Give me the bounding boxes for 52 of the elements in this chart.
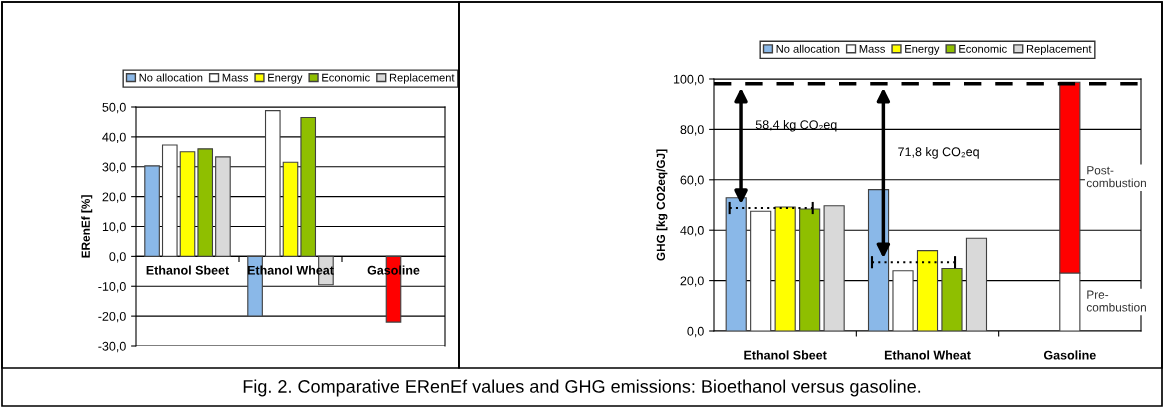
- x-tick-label: Ethanol Sbeet: [744, 350, 827, 360]
- y-tick-label: -30,0: [98, 341, 126, 353]
- bar: [823, 205, 845, 331]
- x-tick-label: Ethanol Wheat: [884, 350, 971, 360]
- y-tick-label: 20,0: [102, 192, 126, 203]
- y-tick-label: 20,0: [680, 276, 704, 287]
- bar: [916, 250, 939, 331]
- bar: [197, 148, 214, 257]
- bar: [892, 270, 914, 331]
- y-tick-label: 60,0: [680, 175, 704, 186]
- y-tick-label: 100,0: [673, 74, 704, 86]
- legend-label: Energy: [268, 73, 303, 84]
- y-tick-label: 30,0: [102, 162, 126, 173]
- y-tick-label: 50,0: [102, 102, 126, 114]
- y-tick-label: 80,0: [680, 125, 704, 136]
- annotation: 58,4 kg CO₂eq: [755, 119, 837, 132]
- y-tick-label: 0,0: [687, 326, 704, 338]
- legend-label: Replacement: [1026, 44, 1092, 55]
- series-label: Pre- combustion: [1086, 290, 1146, 312]
- bar: [799, 208, 821, 331]
- y-tick-label: 40,0: [102, 132, 126, 143]
- legend-label: No allocation: [139, 73, 203, 82]
- series-label: Post- combustion: [1086, 166, 1146, 188]
- legend-label: Economic: [959, 44, 1007, 53]
- bar: [750, 210, 772, 331]
- bar: [179, 151, 196, 257]
- y-tick-label: 10,0: [102, 222, 126, 233]
- bar: [215, 156, 231, 257]
- bar: [774, 206, 796, 331]
- annotation: 71,8 kg CO₂eq: [898, 147, 979, 159]
- legend-label: Replacement: [389, 73, 455, 84]
- bar: [264, 110, 281, 257]
- legend-label: Economic: [322, 73, 370, 82]
- y-axis-title: ERenEf [%]: [81, 195, 93, 258]
- bar: [965, 237, 988, 331]
- bar: [144, 165, 160, 257]
- legend-label: Mass: [222, 73, 248, 82]
- legend-label: Energy: [905, 45, 940, 55]
- bar: [300, 116, 317, 257]
- y-tick-label: -10,0: [98, 282, 126, 293]
- bar: [161, 144, 178, 257]
- bar: [282, 161, 299, 257]
- caption: Fig. 2. Comparative ERenEf values and GHG emissions: Bioethanol versus gasoline.: [243, 379, 921, 397]
- legend-label: Mass: [859, 45, 885, 53]
- y-axis-title: GHG [kg CO2eq/GJ]: [656, 149, 668, 261]
- y-tick-label: 0,0: [109, 252, 126, 263]
- y-tick-label: 40,0: [680, 226, 704, 237]
- x-tick-label: Ethanol Sbeet: [146, 265, 230, 275]
- x-tick-label: Gasoline: [1043, 350, 1096, 360]
- bar: [941, 267, 963, 331]
- legend-label: No allocation: [776, 44, 840, 53]
- y-tick-label: -20,0: [98, 311, 126, 323]
